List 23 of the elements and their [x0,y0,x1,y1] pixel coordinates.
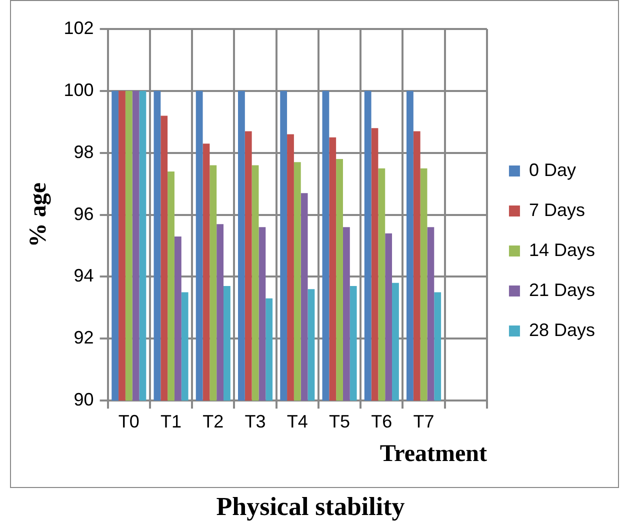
x-axis-title: Treatment [380,440,487,467]
x-tick-label: T3 [244,411,266,432]
y-tick-label: 102 [64,18,94,38]
x-tick-label: T6 [371,411,392,432]
x-tick-label: T7 [413,411,434,432]
y-tick-label: 96 [74,204,94,224]
y-tick-label: 92 [74,328,94,348]
legend-label: 21 Days [528,280,596,300]
x-tick-label: T1 [160,411,182,432]
y-axis-title: % age [26,182,52,248]
y-tick-label: 100 [64,80,94,100]
legend-label: 7 Days [528,200,585,220]
text: Physical stability [215,492,406,522]
y-tick-label: 98 [74,142,94,162]
x-tick-label: T5 [329,411,350,432]
x-tick-label: T0 [118,411,140,432]
y-tick-label: 90 [74,390,94,410]
y-tick-label: 94 [74,266,94,286]
x-tick-label: T4 [286,411,308,432]
legend-label: 28 Days [528,320,596,340]
legend-label: 0 Day [528,160,576,180]
legend-label: 14 Days [528,240,596,260]
x-tick-label: T2 [202,411,224,432]
